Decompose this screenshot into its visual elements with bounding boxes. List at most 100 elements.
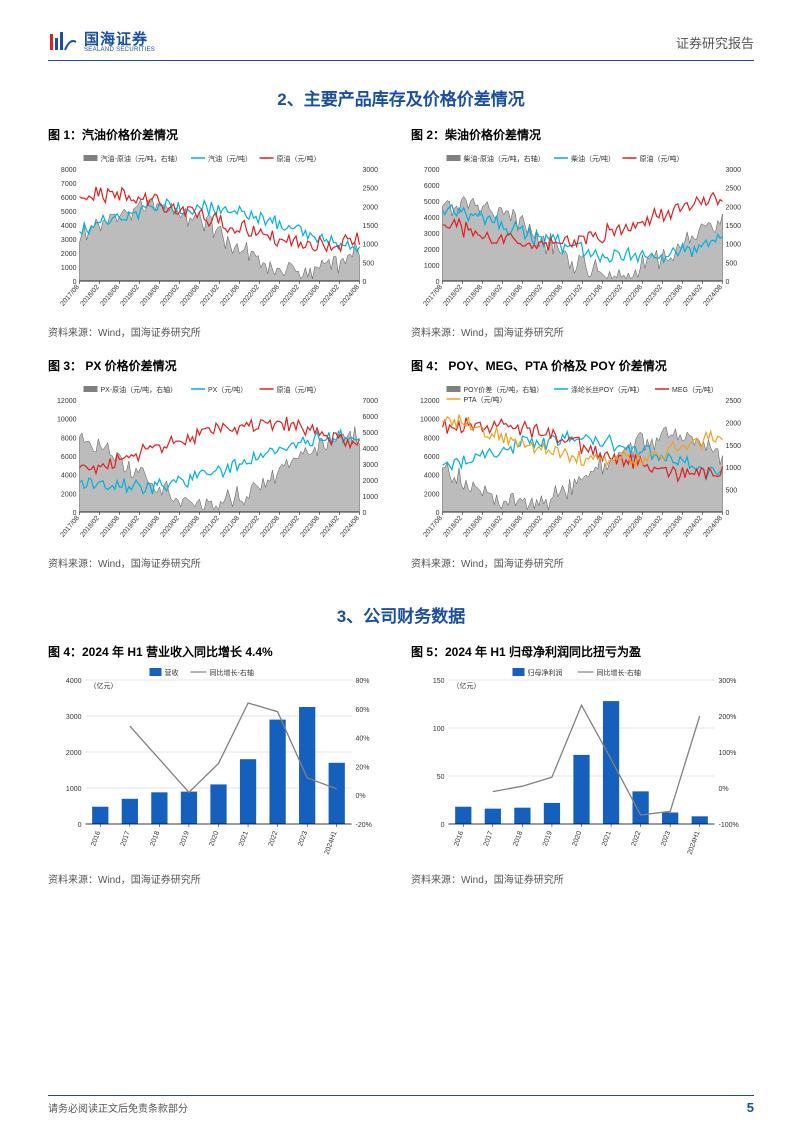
svg-text:4000: 4000	[61, 223, 77, 230]
svg-text:2019/08: 2019/08	[502, 515, 524, 539]
chart-6: 图 5：2024 年 H1 归母净利润同比扭亏为盈 归母净利润同比增长-右轴（亿…	[411, 643, 754, 900]
svg-text:4000: 4000	[424, 473, 440, 480]
svg-text:2017/08: 2017/08	[422, 284, 444, 308]
svg-text:5000: 5000	[363, 430, 379, 437]
chart-3-svg: PX-原油（元/吨，右轴）PX（元/吨）原油（元/吨）0200040006000…	[48, 378, 391, 548]
svg-text:2019/08: 2019/08	[139, 284, 161, 308]
chart-3: 图 3： PX 价格价差情况 PX-原油（元/吨，右轴）PX（元/吨）原油（元/…	[48, 357, 391, 584]
svg-text:1500: 1500	[726, 443, 742, 450]
svg-text:1000: 1000	[66, 786, 82, 793]
svg-text:8000: 8000	[61, 435, 77, 442]
svg-text:60%: 60%	[356, 707, 370, 714]
doc-type-label: 证券研究报告	[676, 33, 754, 52]
svg-text:2023/08: 2023/08	[299, 284, 321, 308]
svg-text:2017/08: 2017/08	[59, 284, 81, 308]
svg-text:2022/02: 2022/02	[602, 284, 624, 308]
svg-text:2022/02: 2022/02	[239, 284, 261, 308]
svg-text:2022: 2022	[268, 830, 280, 847]
svg-text:500: 500	[363, 260, 375, 267]
svg-text:2017: 2017	[483, 830, 495, 847]
svg-text:2021: 2021	[238, 830, 250, 847]
svg-text:2023/08: 2023/08	[662, 284, 684, 308]
svg-text:2019/02: 2019/02	[482, 284, 504, 308]
svg-text:2020/02: 2020/02	[522, 515, 544, 539]
svg-text:2018/08: 2018/08	[462, 284, 484, 308]
svg-text:涤纶长丝POY（元/吨）: 涤纶长丝POY（元/吨）	[571, 385, 644, 394]
chart-5-source: 资料来源：Wind，国海证券研究所	[48, 871, 391, 886]
chart-3-source: 资料来源：Wind，国海证券研究所	[48, 555, 391, 570]
svg-text:1000: 1000	[363, 242, 379, 249]
svg-text:汽油（元/吨）: 汽油（元/吨）	[208, 154, 252, 163]
svg-text:2500: 2500	[726, 398, 742, 405]
svg-text:2024H1: 2024H1	[687, 830, 702, 856]
svg-text:200%: 200%	[719, 714, 737, 721]
svg-text:PX（元/吨）: PX（元/吨）	[208, 385, 247, 394]
svg-text:100%: 100%	[719, 750, 737, 757]
svg-text:4000: 4000	[66, 678, 82, 685]
svg-text:3000: 3000	[61, 237, 77, 244]
svg-text:0%: 0%	[719, 786, 729, 793]
svg-text:2024H1: 2024H1	[324, 830, 339, 856]
svg-text:6000: 6000	[424, 454, 440, 461]
svg-text:5000: 5000	[424, 199, 440, 206]
svg-text:3000: 3000	[424, 231, 440, 238]
svg-text:2017/08: 2017/08	[59, 515, 81, 539]
svg-text:MEG（元/吨）: MEG（元/吨）	[672, 385, 718, 394]
svg-text:7000: 7000	[424, 167, 440, 174]
svg-text:2017: 2017	[120, 830, 132, 847]
svg-text:1000: 1000	[61, 265, 77, 272]
svg-text:2020/08: 2020/08	[179, 515, 201, 539]
page-header: 国海证券 SEALAND SECURITIES 证券研究报告	[48, 30, 754, 61]
svg-text:4000: 4000	[424, 215, 440, 222]
svg-text:2000: 2000	[61, 491, 77, 498]
svg-text:7000: 7000	[363, 398, 379, 405]
svg-text:-20%: -20%	[356, 822, 372, 829]
svg-text:50: 50	[437, 774, 445, 781]
svg-text:3000: 3000	[363, 462, 379, 469]
svg-text:2000: 2000	[61, 251, 77, 258]
svg-text:20%: 20%	[356, 764, 370, 771]
svg-text:2500: 2500	[363, 186, 379, 193]
chart-2-title: 图 2：柴油价格价差情况	[411, 126, 754, 143]
svg-text:4000: 4000	[61, 473, 77, 480]
svg-text:0%: 0%	[356, 793, 366, 800]
svg-text:2023/02: 2023/02	[642, 515, 664, 539]
svg-text:同比增长-右轴: 同比增长-右轴	[210, 668, 254, 677]
svg-text:2020/08: 2020/08	[542, 284, 564, 308]
svg-text:2019/08: 2019/08	[502, 284, 524, 308]
svg-text:原油（元/吨）: 原油（元/吨）	[277, 385, 321, 394]
svg-text:2022/02: 2022/02	[602, 515, 624, 539]
svg-text:500: 500	[726, 260, 738, 267]
svg-text:2000: 2000	[363, 204, 379, 211]
svg-text:2500: 2500	[726, 186, 742, 193]
svg-text:2019/02: 2019/02	[119, 284, 141, 308]
svg-text:-100%: -100%	[719, 822, 739, 829]
svg-text:500: 500	[726, 488, 738, 495]
svg-text:营收: 营收	[165, 668, 179, 677]
svg-text:2023/02: 2023/02	[279, 515, 301, 539]
svg-text:2000: 2000	[726, 420, 742, 427]
svg-text:2018/02: 2018/02	[79, 515, 101, 539]
svg-text:2023/02: 2023/02	[279, 284, 301, 308]
chart-2-source: 资料来源：Wind，国海证券研究所	[411, 324, 754, 339]
svg-text:柴油（元/吨）: 柴油（元/吨）	[571, 154, 615, 163]
svg-text:归母净利润: 归母净利润	[528, 668, 563, 677]
svg-text:0: 0	[363, 510, 367, 517]
svg-text:2021/02: 2021/02	[562, 515, 584, 539]
svg-text:（亿元）: （亿元）	[453, 681, 481, 690]
chart-1-title: 图 1：汽油价格价差情况	[48, 126, 391, 143]
svg-text:2024/02: 2024/02	[682, 284, 704, 308]
svg-text:2020/02: 2020/02	[522, 284, 544, 308]
svg-text:2023/02: 2023/02	[642, 284, 664, 308]
footer-disclaimer: 请务必阅读正文后免责条款部分	[48, 1100, 188, 1115]
svg-text:0: 0	[726, 510, 730, 517]
svg-text:2020: 2020	[208, 830, 220, 847]
chart-5-title: 图 4：2024 年 H1 营业收入同比增长 4.4%	[48, 643, 391, 660]
svg-text:2021/02: 2021/02	[199, 515, 221, 539]
svg-text:2019: 2019	[179, 830, 191, 847]
svg-text:6000: 6000	[363, 414, 379, 421]
svg-text:2024/02: 2024/02	[319, 284, 341, 308]
svg-text:2020/02: 2020/02	[159, 284, 181, 308]
svg-text:10000: 10000	[420, 417, 440, 424]
chart-2: 图 2：柴油价格价差情况 柴油-原油（元/吨，右轴）柴油（元/吨）原油（元/吨）…	[411, 126, 754, 353]
